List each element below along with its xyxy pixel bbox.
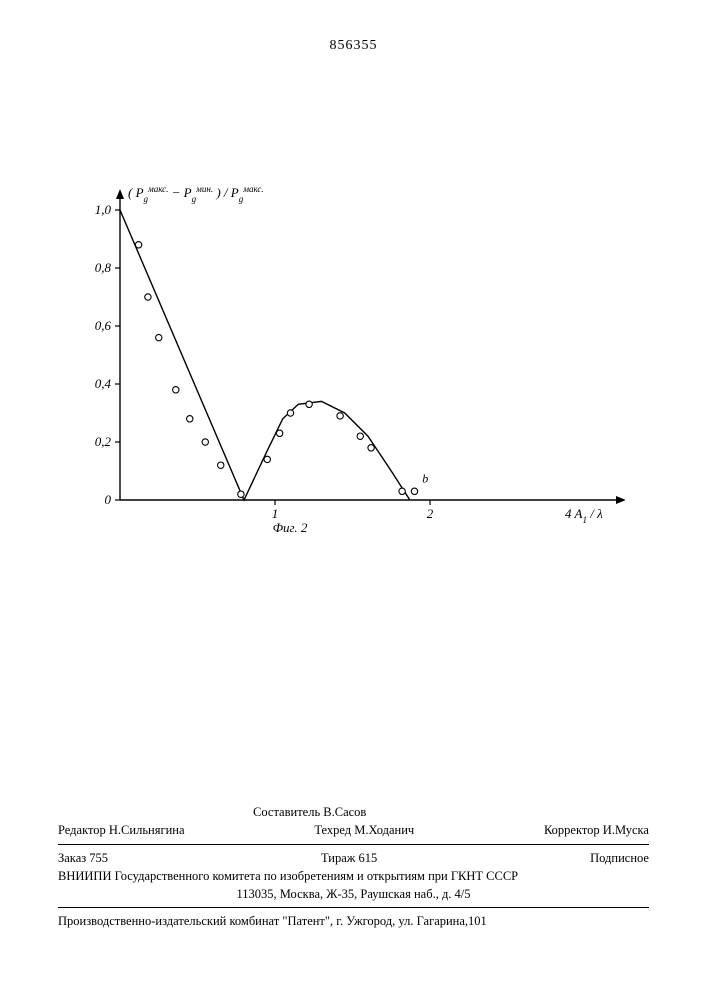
editor: Редактор Н.Сильнягина bbox=[58, 821, 185, 839]
svg-text:1,0: 1,0 bbox=[95, 202, 112, 217]
page: 856355 0 0,2 0,4 0,6 0,8 1,0 1 2 ( Pgмакс. − Pgм… bbox=[0, 0, 707, 1000]
compiler: Составитель В.Сасов bbox=[253, 803, 649, 821]
chart: 0 0,2 0,4 0,6 0,8 1,0 1 2 ( Pgмакс. − Pgмин. ) /… bbox=[65, 170, 625, 540]
svg-text:b: b bbox=[422, 472, 428, 486]
svg-text:1: 1 bbox=[272, 506, 279, 521]
svg-text:Фиг. 2: Фиг. 2 bbox=[273, 520, 308, 535]
divider bbox=[58, 844, 649, 845]
svg-text:( Pgмакс. − Pgмин. ) / Pgмакс.: ( Pgмакс. − Pgмин. ) / Pgмакс. bbox=[128, 184, 264, 204]
corrector: Корректор И.Муска bbox=[544, 821, 649, 839]
print-row: Заказ 755 Тираж 615 Подписное bbox=[58, 849, 649, 867]
svg-text:4 A1 / λ: 4 A1 / λ bbox=[565, 506, 603, 525]
circulation: Тираж 615 bbox=[321, 849, 377, 867]
org-line-2: 113035, Москва, Ж-35, Раушская наб., д. … bbox=[58, 885, 649, 903]
subscription: Подписное bbox=[590, 849, 649, 867]
footer: Составитель В.Сасов Редактор Н.Сильнягин… bbox=[58, 803, 649, 930]
svg-text:0,4: 0,4 bbox=[95, 376, 112, 391]
svg-text:0,2: 0,2 bbox=[95, 434, 112, 449]
svg-text:0,6: 0,6 bbox=[95, 318, 112, 333]
techred: Техред М.Ходанич bbox=[314, 821, 414, 839]
document-number: 856355 bbox=[0, 38, 707, 54]
svg-text:0,8: 0,8 bbox=[95, 260, 112, 275]
org-line-1: ВНИИПИ Государственного комитета по изоб… bbox=[58, 867, 649, 885]
printer: Производственно-издательский комбинат "П… bbox=[58, 912, 649, 930]
order: Заказ 755 bbox=[58, 849, 108, 867]
chart-svg: 0 0,2 0,4 0,6 0,8 1,0 1 2 ( Pgмакс. − Pgмин. ) /… bbox=[65, 170, 625, 540]
svg-text:2: 2 bbox=[427, 506, 434, 521]
divider-2 bbox=[58, 907, 649, 908]
svg-text:0: 0 bbox=[105, 492, 112, 507]
credits-row: Редактор Н.Сильнягина Техред М.Ходанич К… bbox=[58, 821, 649, 839]
